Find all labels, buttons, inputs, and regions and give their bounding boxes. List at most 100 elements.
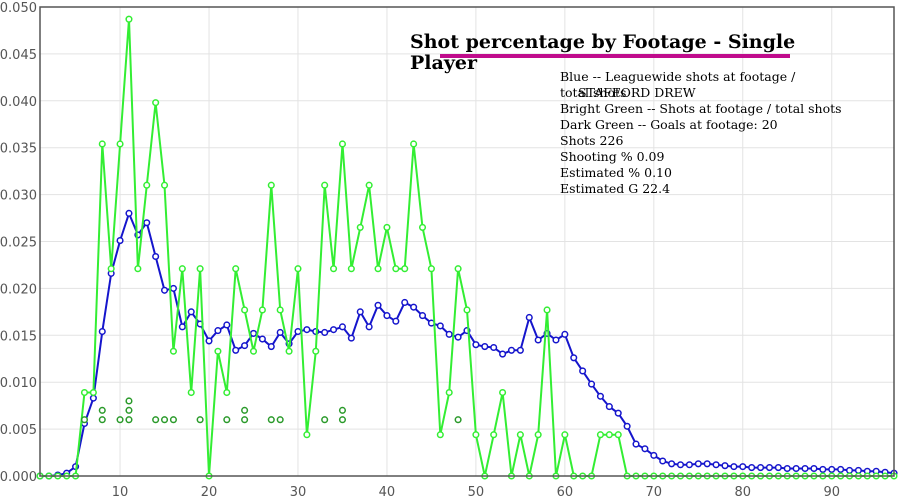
x-tick-label: 60 — [557, 485, 574, 500]
data-point — [89, 388, 97, 397]
data-point — [641, 445, 649, 453]
data-point — [481, 343, 489, 351]
data-point — [89, 394, 97, 402]
annotation-block: Blue -- Leaguewide shots at footage / to… — [560, 69, 842, 196]
x-tick-label: 50 — [468, 485, 485, 500]
data-point — [845, 466, 854, 474]
series-3 — [80, 397, 462, 424]
data-point — [454, 416, 462, 424]
data-point — [534, 431, 542, 439]
annotation-line-7: Estimated % 0.10 — [560, 165, 672, 180]
data-point — [694, 460, 702, 468]
data-point — [321, 181, 329, 189]
data-point — [160, 416, 169, 424]
data-point — [463, 306, 471, 314]
data-point — [98, 327, 106, 336]
data-point — [516, 431, 524, 439]
data-point — [347, 265, 355, 273]
data-point — [730, 463, 738, 471]
data-point — [321, 328, 329, 337]
data-point — [445, 388, 453, 397]
data-point — [454, 265, 462, 273]
data-point — [748, 464, 756, 472]
data-point — [410, 140, 418, 148]
player-name: STAFFORD DREW — [578, 85, 696, 100]
data-point — [178, 323, 186, 331]
data-point — [685, 461, 693, 469]
data-point — [401, 265, 409, 273]
plot-frame — [39, 6, 895, 477]
data-point — [596, 392, 604, 400]
data-point — [98, 140, 106, 148]
data-point — [303, 326, 311, 334]
data-point — [347, 334, 355, 342]
data-point — [125, 416, 133, 424]
y-tick-label: 0.005 — [0, 423, 37, 438]
y-tick-label: 0.045 — [0, 48, 37, 63]
data-point — [178, 265, 186, 273]
data-point — [490, 343, 498, 352]
data-point — [490, 431, 498, 439]
data-point — [472, 431, 480, 439]
y-tick-label: 0.035 — [0, 142, 37, 157]
data-point — [241, 416, 249, 424]
data-point — [427, 265, 435, 273]
y-tick-label: 0.050 — [0, 1, 37, 16]
data-point — [338, 140, 347, 148]
data-point — [134, 265, 142, 273]
y-tick-label: 0.000 — [0, 470, 37, 485]
data-point — [330, 326, 338, 334]
data-point — [258, 306, 266, 314]
data-point — [659, 457, 667, 465]
x-tick-label: 90 — [823, 485, 840, 500]
data-point — [525, 313, 533, 322]
data-point — [828, 465, 836, 473]
data-point — [125, 15, 133, 23]
data-point — [401, 298, 409, 307]
y-tick-label: 0.010 — [0, 376, 37, 391]
x-tick-label: 80 — [734, 485, 751, 500]
annotation-line-3: Bright Green -- Shots at footage / total… — [560, 101, 842, 116]
data-point — [169, 284, 177, 292]
x-tick-label: 10 — [112, 485, 129, 500]
data-point — [276, 416, 284, 424]
data-point — [587, 380, 596, 388]
data-point — [579, 367, 587, 375]
y-tick-label: 0.020 — [0, 282, 37, 297]
data-point — [792, 464, 800, 473]
data-point — [241, 342, 249, 350]
annotation-line-1: Blue -- Leaguewide shots at footage / — [560, 69, 796, 84]
data-point — [374, 265, 382, 273]
annotation-line-4: Dark Green -- Goals at footage: 20 — [560, 117, 778, 132]
data-point — [152, 99, 160, 107]
data-point — [614, 409, 622, 417]
data-point — [303, 431, 311, 439]
data-point — [116, 237, 124, 245]
data-point — [152, 416, 160, 424]
data-point — [223, 388, 231, 397]
chart-title: Shot percentage by Footage - Single Play… — [410, 31, 795, 74]
data-point — [214, 327, 222, 335]
annotation-line-8: Estimated G 22.4 — [560, 181, 670, 196]
data-point — [214, 347, 222, 355]
annotation-line-6: Shooting % 0.09 — [560, 149, 664, 164]
data-point — [383, 312, 391, 320]
data-point — [143, 219, 151, 227]
data-point — [739, 463, 747, 471]
data-point — [223, 416, 231, 424]
data-point — [196, 416, 204, 424]
x-tick-label: 40 — [379, 485, 396, 500]
data-point — [534, 336, 542, 344]
data-point — [837, 465, 845, 473]
data-point — [249, 329, 258, 337]
data-point — [445, 330, 453, 338]
data-point — [774, 464, 782, 472]
data-point — [721, 462, 729, 470]
data-point — [392, 317, 400, 325]
data-point — [169, 416, 177, 424]
data-point — [392, 265, 400, 273]
data-point — [365, 323, 373, 331]
data-point — [365, 181, 373, 189]
series-line — [40, 19, 894, 477]
data-point — [757, 464, 765, 472]
